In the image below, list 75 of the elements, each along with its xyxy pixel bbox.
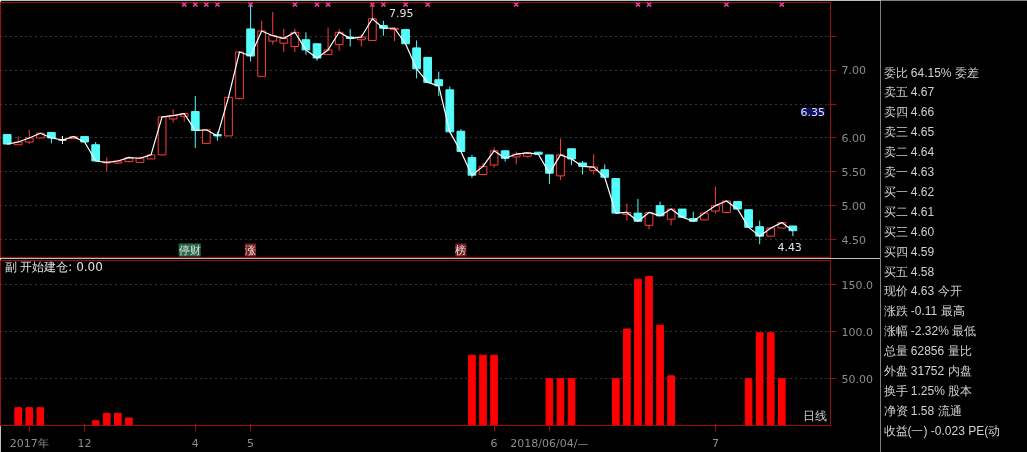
candlestick (545, 154, 554, 185)
annotation: 7.95 (388, 7, 414, 21)
y-tick-label: 7.00 (841, 64, 866, 78)
text: 卖二 4.64 (883, 145, 935, 160)
x-tick-label: 2018/06/04/— (510, 436, 589, 450)
bar (667, 375, 675, 426)
text: 涨跌 -0.11 最高 (883, 304, 965, 319)
bar (634, 278, 642, 426)
text: 外盘 31752 内盘 (883, 364, 972, 378)
x-tick-label: 12 (77, 436, 92, 450)
candlestick (434, 71, 444, 97)
text: 卖四 4.66 (883, 105, 935, 120)
bar (545, 378, 554, 426)
annotation: 4.43 (777, 241, 802, 255)
bar (777, 378, 786, 426)
bar (755, 332, 764, 426)
x-tick-label: 6 (490, 436, 498, 450)
candlestick (168, 109, 178, 123)
text: 6.35 (800, 105, 825, 119)
y-tick-label: 100.0 (841, 325, 873, 339)
y-tick-label: 6.00 (841, 131, 866, 145)
text: 卖三 4.65 (883, 125, 935, 140)
y-tick-label: 5.00 (841, 199, 866, 213)
candlestick (556, 138, 565, 181)
annotation: 涨 (245, 243, 257, 257)
bar (468, 354, 476, 426)
bar (567, 378, 576, 426)
bar (14, 407, 23, 426)
annotation: 停财 (178, 243, 201, 257)
candlestick (279, 28, 289, 53)
y-tick-label: 50.00 (841, 372, 873, 386)
bar (623, 328, 631, 426)
candlestick (412, 39, 421, 79)
bar (490, 354, 498, 426)
text: 总量 62856 量比 (882, 344, 972, 359)
bar (556, 378, 565, 426)
x-tick-label: 2017年 (9, 436, 49, 450)
bar (645, 275, 653, 426)
bar (25, 407, 34, 426)
bar (656, 324, 664, 426)
y-tick-label: 5.50 (841, 165, 866, 179)
bar (744, 378, 753, 426)
text: 换手 1.25% 股本 (883, 383, 973, 398)
text: 日线 (802, 408, 827, 423)
candlestick (268, 11, 278, 45)
candlestick (301, 31, 311, 56)
text: 买一 4.62 (883, 184, 935, 199)
text: 收益(一) -0.023 PE(动 (883, 423, 1001, 438)
bar (479, 354, 487, 426)
text: 委比 64.15% 委差 (883, 65, 979, 80)
text: 买三 4.60 (883, 224, 935, 239)
x-tick-label: 5 (247, 436, 255, 450)
text: 卖五 4.67 (883, 85, 935, 100)
text: 现价 4.63 今开 (883, 284, 962, 299)
y-tick-label: 4.50 (841, 233, 866, 247)
bar (36, 407, 45, 426)
bar (102, 412, 111, 426)
chart-title: 副 开始建仓: 0.00 (4, 259, 103, 274)
bar (766, 332, 775, 426)
bar (611, 378, 620, 426)
candlestick (323, 27, 333, 56)
annotation: 榜 (455, 243, 467, 257)
y-tick-label: 150.0 (841, 278, 873, 292)
text: 买四 4.59 (883, 244, 935, 259)
bar (91, 420, 100, 426)
x-tick-label: 4 (191, 436, 199, 450)
bar (125, 417, 133, 426)
text: 卖一 4.63 (883, 165, 935, 179)
text: 净资 1.58 流通 (883, 403, 962, 418)
x-tick-label: 7 (711, 436, 719, 450)
bar (113, 412, 122, 426)
text: 买五 4.58 (883, 264, 935, 279)
text: 涨幅 -2.32% 最低 (883, 324, 977, 339)
text: 买二 4.61 (883, 204, 935, 219)
candlestick (190, 95, 200, 149)
